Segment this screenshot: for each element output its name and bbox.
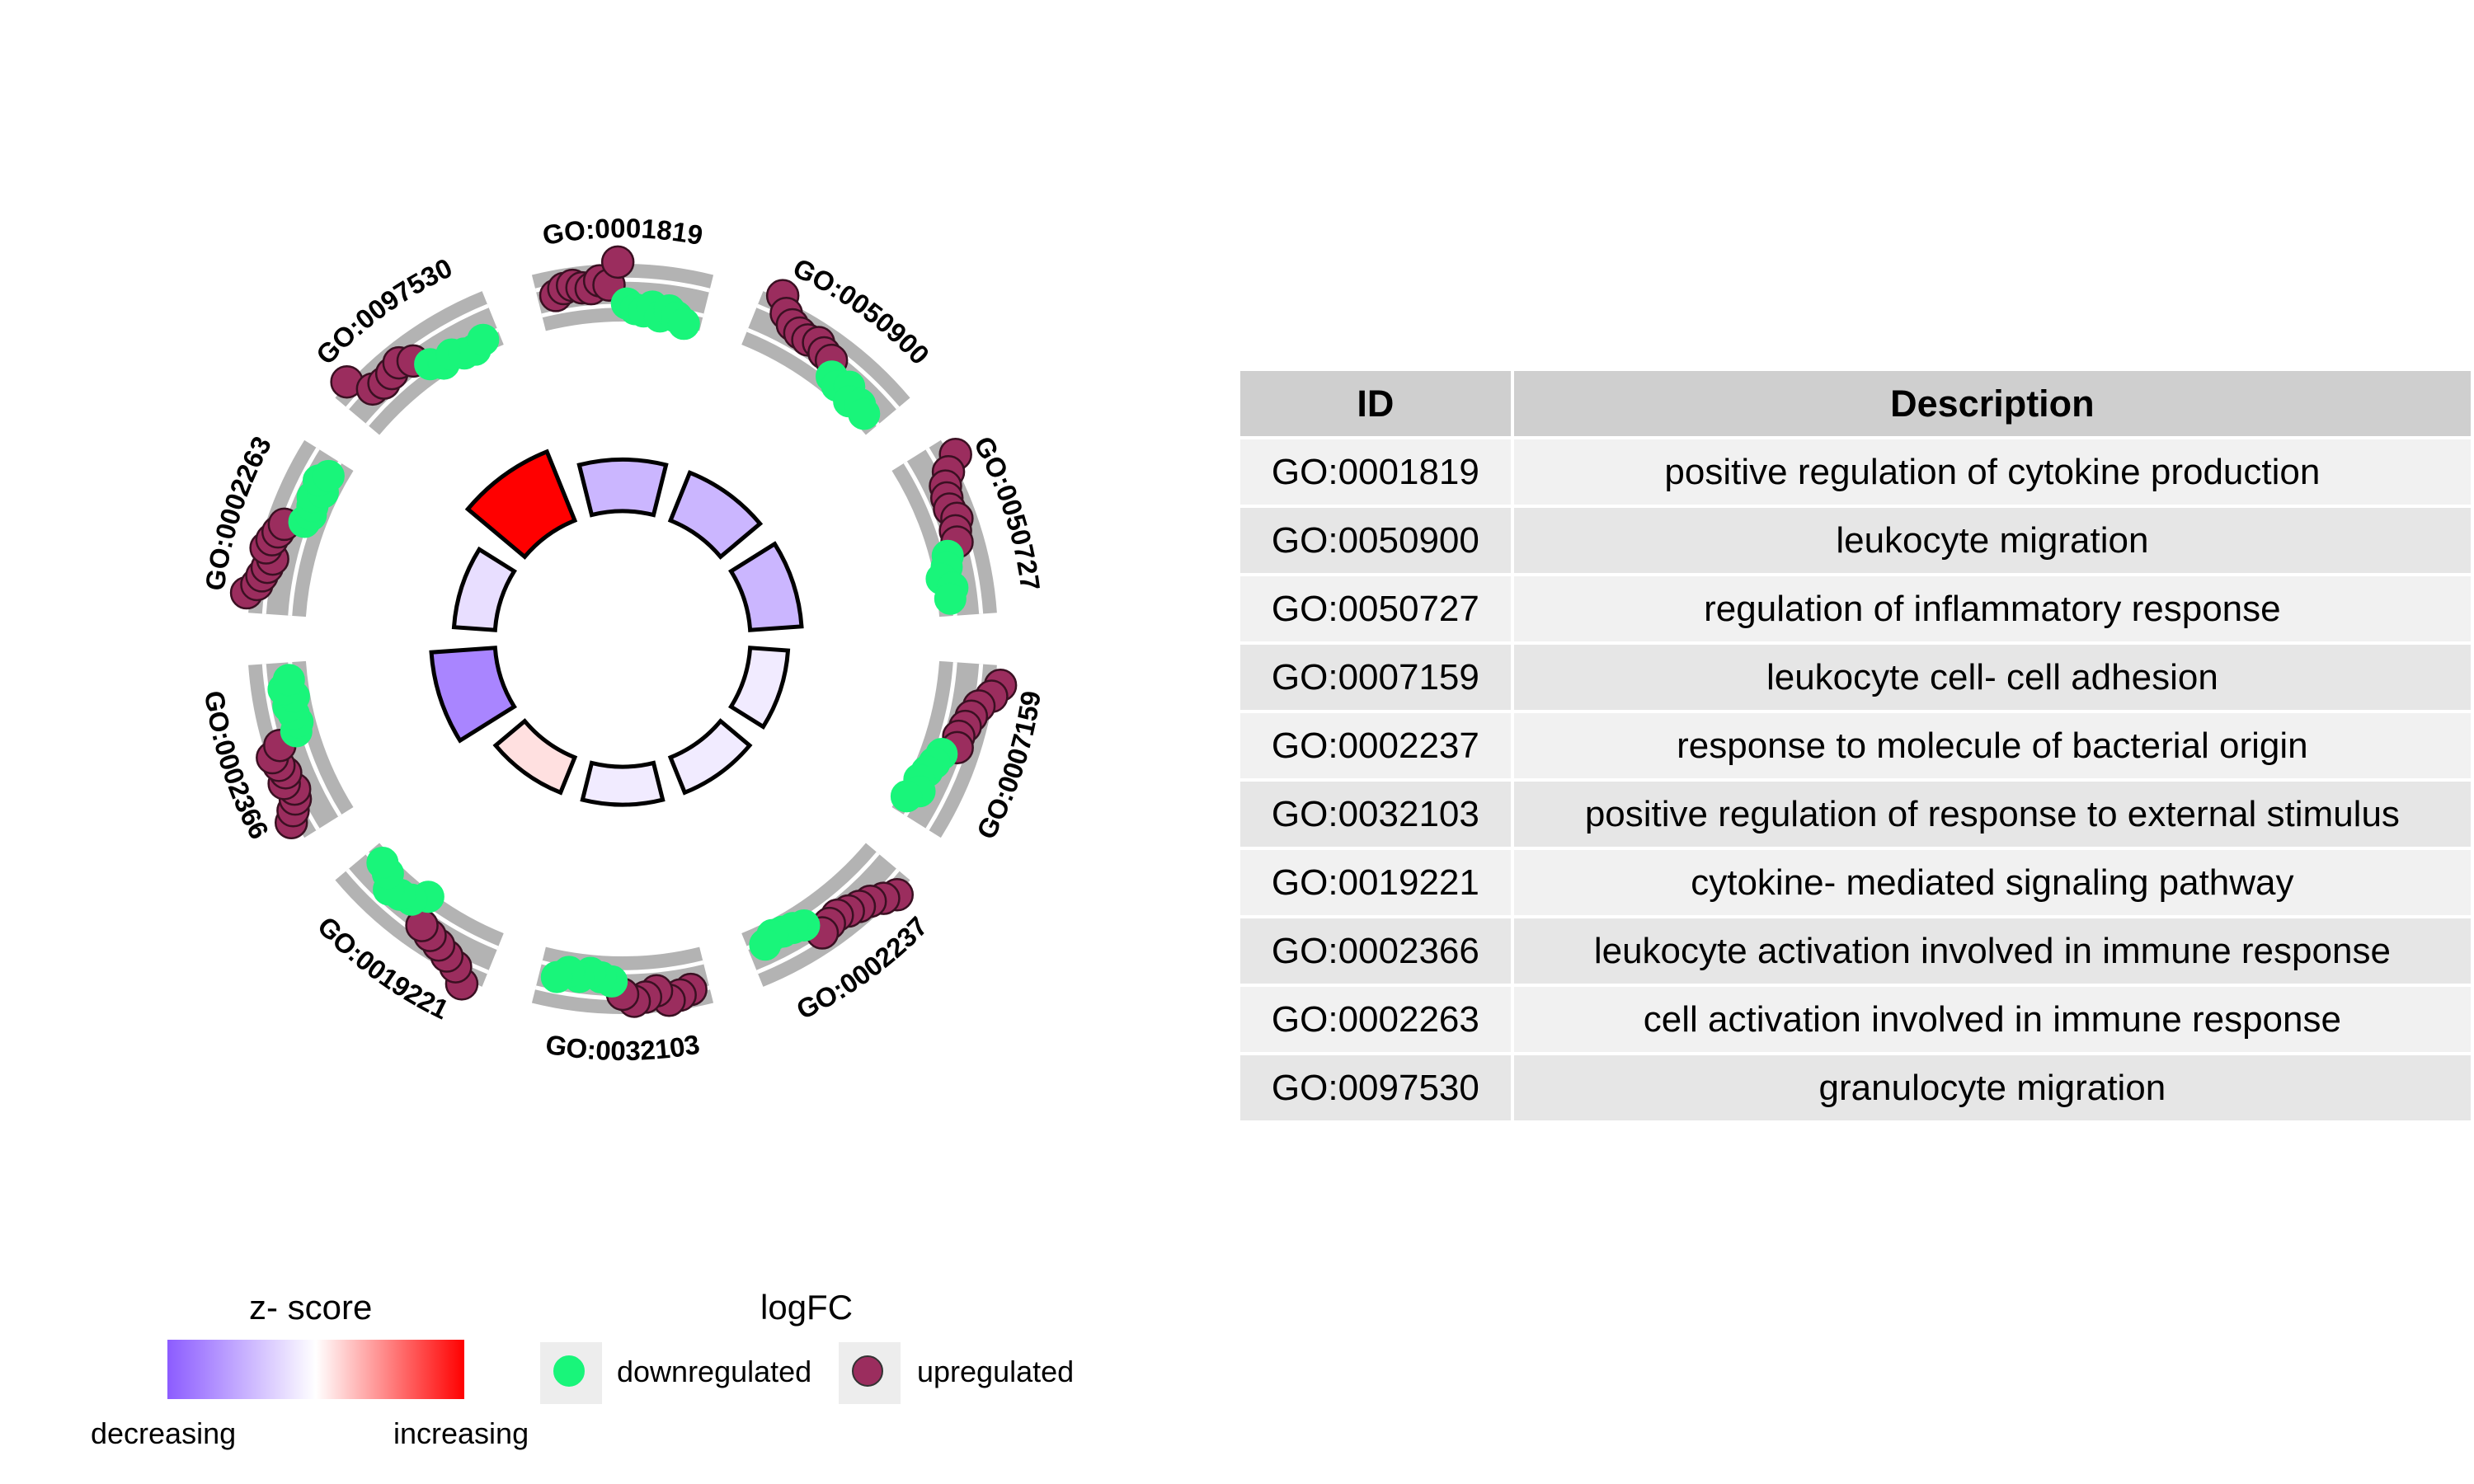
zscore-bar (667, 718, 753, 796)
logfc-legend-title: logFC (760, 1288, 854, 1327)
upregulated-point (600, 245, 635, 279)
go-term-labels: GO:0001819GO:0050900GO:0050727GO:0007159… (199, 213, 1047, 1066)
table-cell-description: granulocyte migration (1510, 1052, 2474, 1124)
zscore-low-label: decreasing (91, 1416, 237, 1450)
downregulated-point (890, 780, 923, 813)
downregulated-point (848, 397, 881, 430)
downregulated-point (667, 308, 700, 340)
table-cell-id: GO:0050900 (1237, 505, 1514, 576)
table-row: GO:0050727 regulation of inflammatory res… (1237, 573, 2474, 645)
table-header-row: ID Description (1237, 368, 2474, 439)
table-cell-id: GO:0050727 (1237, 573, 1514, 645)
table-row: GO:0097530 granulocyte migration (1237, 1052, 2474, 1124)
zscore-bar (429, 646, 517, 744)
table-cell-description: regulation of inflammatory response (1510, 573, 2474, 645)
table-cell-description: positive regulation of cytokine producti… (1510, 436, 2474, 508)
table-cell-description: response to molecule of bacterial origin (1510, 710, 2474, 782)
table-row: GO:0050900 leukocyte migration (1237, 505, 2474, 576)
upregulated-dot-icon (852, 1355, 883, 1387)
table-row: GO:0002263 cell activation involved in im… (1237, 984, 2474, 1055)
table-header-id: ID (1237, 368, 1514, 439)
zscore-bar (576, 458, 669, 518)
go-term-label: GO:0001819 (540, 213, 705, 251)
downregulated-point (467, 323, 500, 356)
upregulated-label: upregulated (917, 1355, 1075, 1388)
table-cell-id: GO:0007159 (1237, 641, 1514, 713)
downregulated-point (934, 582, 967, 615)
downregulated-dot-icon (553, 1355, 585, 1387)
logfc-points (229, 245, 1018, 1018)
table-cell-description: cytokine- mediated signaling pathway (1510, 847, 2474, 918)
table-cell-id: GO:0097530 (1237, 1052, 1514, 1124)
table-cell-id: GO:0001819 (1237, 436, 1514, 508)
table-header-description: Description (1510, 368, 2474, 439)
upregulated-key (839, 1342, 901, 1404)
zscore-bar (667, 470, 764, 560)
zscore-bar (728, 646, 791, 730)
zscore-legend-title: z- score (249, 1288, 373, 1327)
downregulated-point (749, 928, 782, 961)
table-cell-description: cell activation involved in immune respo… (1510, 984, 2474, 1055)
go-term-label: GO:0032103 (543, 1029, 702, 1066)
table-cell-id: GO:0019221 (1237, 847, 1514, 918)
zscore-high-label: increasing (393, 1416, 529, 1450)
table-cell-id: GO:0002366 (1237, 915, 1514, 987)
table-cell-description: leukocyte migration (1510, 505, 2474, 576)
table-cell-description: leukocyte cell- cell adhesion (1510, 641, 2474, 713)
zscore-bar (451, 546, 517, 632)
downregulated-point (272, 664, 305, 697)
table-body: GO:0001819 positive regulation of cytokin… (1237, 436, 2474, 1124)
table-row: GO:0032103 positive regulation of respons… (1237, 778, 2474, 850)
zscore-gradient-bar (167, 1340, 464, 1399)
downregulated-label: downregulated (617, 1355, 812, 1388)
table-cell-id: GO:0002237 (1237, 710, 1514, 782)
zscore-ring (429, 448, 804, 807)
table-cell-id: GO:0032103 (1237, 778, 1514, 850)
table-row: GO:0001819 positive regulation of cytokin… (1237, 436, 2474, 508)
table-row: GO:0002366 leukocyte activation involved … (1237, 915, 2474, 987)
table-cell-id: GO:0002263 (1237, 984, 1514, 1055)
table-row: GO:0007159 leukocyte cell- cell adhesion (1237, 641, 2474, 713)
go-circle-plot: GO:0001819GO:0050900GO:0050727GO:0007159… (199, 213, 1047, 1066)
zscore-bar (728, 541, 804, 632)
go-term-table: ID Description GO:0001819 positive regula… (1237, 368, 2474, 1124)
downregulated-point (366, 847, 399, 880)
zscore-bar (580, 760, 666, 807)
zscore-bar (464, 448, 578, 560)
table-cell-description: leukocyte activation involved in immune … (1510, 915, 2474, 987)
zscore-bar (492, 718, 578, 796)
table-row: GO:0019221 cytokine- mediated signaling p… (1237, 847, 2474, 918)
table-cell-description: positive regulation of response to exter… (1510, 778, 2474, 850)
table-row: GO:0002237 response to molecule of bacter… (1237, 710, 2474, 782)
downregulated-point (312, 459, 345, 492)
downregulated-point (540, 960, 573, 993)
downregulated-key (540, 1342, 602, 1404)
